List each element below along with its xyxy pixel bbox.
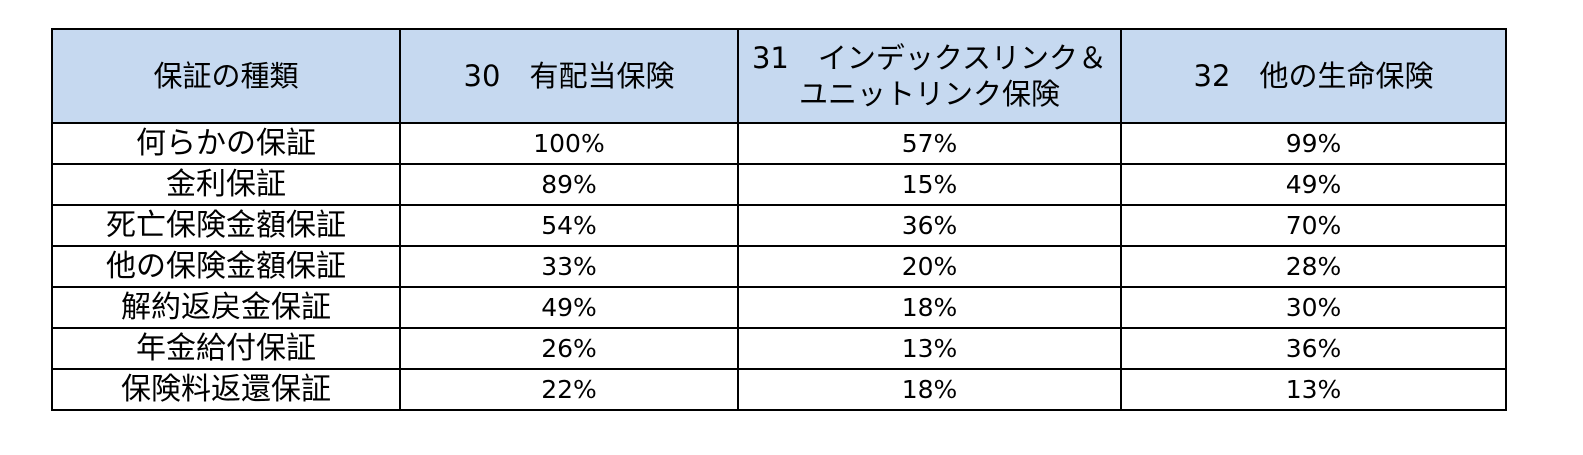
header-index-unit-linked-line2: ユニットリンク保険: [798, 77, 1060, 111]
header-guarantee-type: 保証の種類: [51, 28, 401, 124]
cell-index-unit-linked: 57%: [737, 122, 1122, 165]
table-row: 他の保険金額保証 33% 20% 28%: [51, 245, 1507, 288]
cell-participating: 22%: [399, 368, 739, 411]
table-row: 年金給付保証 26% 13% 36%: [51, 327, 1507, 370]
header-row: 保証の種類 30 有配当保険 31 インデックスリンク＆ ユニットリンク保険 3…: [51, 28, 1507, 124]
cell-other-life: 36%: [1120, 327, 1507, 370]
header-other-life-insurance-label: 32 他の生命保険: [1193, 59, 1434, 93]
row-label: 死亡保険金額保証: [51, 204, 401, 247]
row-label: 他の保険金額保証: [51, 245, 401, 288]
table-row: 解約返戻金保証 49% 18% 30%: [51, 286, 1507, 329]
row-label: 解約返戻金保証: [51, 286, 401, 329]
cell-index-unit-linked: 18%: [737, 368, 1122, 411]
table-row: 保険料返還保証 22% 18% 13%: [51, 368, 1507, 411]
table-row: 死亡保険金額保証 54% 36% 70%: [51, 204, 1507, 247]
cell-participating: 33%: [399, 245, 739, 288]
cell-participating: 49%: [399, 286, 739, 329]
cell-participating: 54%: [399, 204, 739, 247]
cell-other-life: 13%: [1120, 368, 1507, 411]
row-label: 金利保証: [51, 163, 401, 206]
cell-participating: 89%: [399, 163, 739, 206]
row-label: 何らかの保証: [51, 122, 401, 165]
header-participating-insurance-label: 30 有配当保険: [463, 59, 675, 93]
row-label: 年金給付保証: [51, 327, 401, 370]
header-guarantee-type-label: 保証の種類: [153, 59, 299, 93]
header-other-life-insurance: 32 他の生命保険: [1120, 28, 1507, 124]
cell-other-life: 30%: [1120, 286, 1507, 329]
cell-other-life: 28%: [1120, 245, 1507, 288]
cell-index-unit-linked: 36%: [737, 204, 1122, 247]
header-participating-insurance: 30 有配当保険: [399, 28, 739, 124]
header-index-unit-linked-line1: 31 インデックスリンク＆: [751, 41, 1108, 75]
table-row: 何らかの保証 100% 57% 99%: [51, 122, 1507, 165]
cell-other-life: 70%: [1120, 204, 1507, 247]
cell-index-unit-linked: 15%: [737, 163, 1122, 206]
table-body: 何らかの保証 100% 57% 99% 金利保証 89% 15% 49% 死亡保…: [51, 122, 1507, 411]
cell-index-unit-linked: 18%: [737, 286, 1122, 329]
cell-index-unit-linked: 13%: [737, 327, 1122, 370]
cell-participating: 26%: [399, 327, 739, 370]
cell-other-life: 99%: [1120, 122, 1507, 165]
guarantee-table: 保証の種類 30 有配当保険 31 インデックスリンク＆ ユニットリンク保険 3…: [51, 28, 1507, 411]
table-header: 保証の種類 30 有配当保険 31 インデックスリンク＆ ユニットリンク保険 3…: [51, 28, 1507, 124]
table-row: 金利保証 89% 15% 49%: [51, 163, 1507, 206]
header-index-unit-linked-insurance: 31 インデックスリンク＆ ユニットリンク保険: [737, 28, 1122, 124]
row-label: 保険料返還保証: [51, 368, 401, 411]
cell-index-unit-linked: 20%: [737, 245, 1122, 288]
cell-participating: 100%: [399, 122, 739, 165]
cell-other-life: 49%: [1120, 163, 1507, 206]
